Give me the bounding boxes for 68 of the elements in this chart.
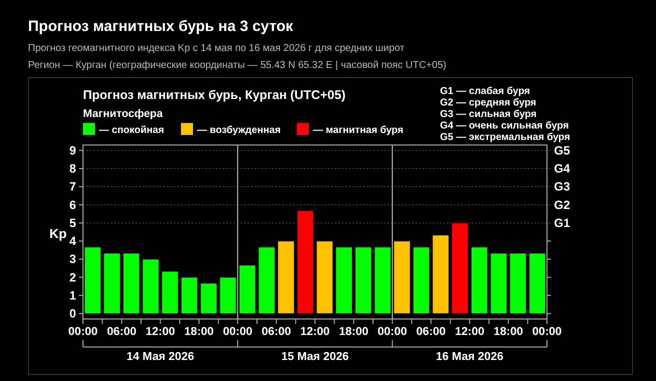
y-tick-label: 8 <box>69 162 76 176</box>
text: G5 — экстремальная буря <box>440 132 570 143</box>
x-tick-label: 12:00 <box>146 326 176 338</box>
bar <box>452 222 468 314</box>
y-tick-label: 6 <box>69 198 76 212</box>
bar <box>180 277 198 314</box>
bar <box>104 252 120 314</box>
x-tick-label: 00:00 <box>222 326 252 338</box>
chart-subtitle: Прогноз геомагнитного индекса Kp с 14 мая по 16 мая 2026 г для средних широт Регион — Курган (географические координаты — 55.43 N 65.32 E | часовой пояс UTC+05) <box>28 43 446 71</box>
ref-line-label: G3 <box>554 180 570 194</box>
bar <box>258 246 276 314</box>
bar <box>432 234 450 314</box>
x-tick-label: 06:00 <box>262 326 292 338</box>
legend-label: — возбужденная <box>197 125 281 136</box>
text: Прогноз магнитных бурь, Курган (UTC+05) <box>83 88 346 102</box>
x-tick-label: 00:00 <box>532 326 562 338</box>
x-tick-label: 18:00 <box>184 326 214 338</box>
y-tick-label: 7 <box>69 180 76 194</box>
x-tick-label: 18:00 <box>494 326 524 338</box>
y-tick-label: 5 <box>69 216 76 230</box>
x-tick-label: 06:00 <box>416 326 446 338</box>
y-axis-title: Kp <box>49 226 67 241</box>
bar <box>238 264 256 314</box>
x-tick-label: 06:00 <box>106 326 136 338</box>
bar <box>162 271 178 314</box>
bar <box>354 246 372 314</box>
ref-line-label: G1 <box>554 216 570 230</box>
x-tick-label: 12:00 <box>454 326 484 338</box>
bar <box>336 246 352 314</box>
bar <box>316 240 334 314</box>
x-tick-label: 00:00 <box>378 326 408 338</box>
bar <box>142 258 160 314</box>
y-tick-label: 0 <box>69 306 76 321</box>
text: 15 Мая 2026 <box>281 351 349 363</box>
x-tick-label: 18:00 <box>338 326 368 338</box>
bar <box>84 246 102 314</box>
bar <box>394 240 410 314</box>
bar <box>510 252 526 314</box>
bar <box>490 252 508 314</box>
y-tick-label: 3 <box>69 252 76 266</box>
text: 14 Мая 2026 <box>126 351 194 363</box>
text: G2 — средняя буря <box>440 98 536 108</box>
legend-label: — магнитная буря <box>313 125 404 136</box>
legend-label: — спокойная <box>99 125 164 136</box>
text: G1 — слабая буря <box>440 86 530 97</box>
bar <box>412 246 430 314</box>
x-tick-label: 12:00 <box>300 326 330 338</box>
ref-line-label: G5 <box>554 143 570 158</box>
ref-line-label: G2 <box>554 198 570 212</box>
bar <box>528 252 546 314</box>
bar <box>470 246 488 314</box>
bar <box>220 277 236 314</box>
text: G4 — очень сильная буря <box>440 120 569 132</box>
bar <box>122 252 140 314</box>
legend-title: Магнитосфера <box>83 108 164 120</box>
bar <box>278 240 294 314</box>
bar <box>374 246 392 314</box>
x-tick-label: 00:00 <box>68 326 98 338</box>
text: 16 Мая 2026 <box>436 351 504 363</box>
text: G3 — сильная буря <box>440 109 537 120</box>
chart-title: Прогноз магнитных бурь на 3 суток <box>28 18 294 35</box>
y-tick-label: 1 <box>69 288 76 302</box>
y-tick-label: 4 <box>69 234 76 248</box>
bar <box>200 283 218 314</box>
y-tick-label: 9 <box>69 143 76 158</box>
y-tick-label: 2 <box>69 270 76 284</box>
bar <box>296 210 314 314</box>
ref-line-label: G4 <box>554 162 570 176</box>
